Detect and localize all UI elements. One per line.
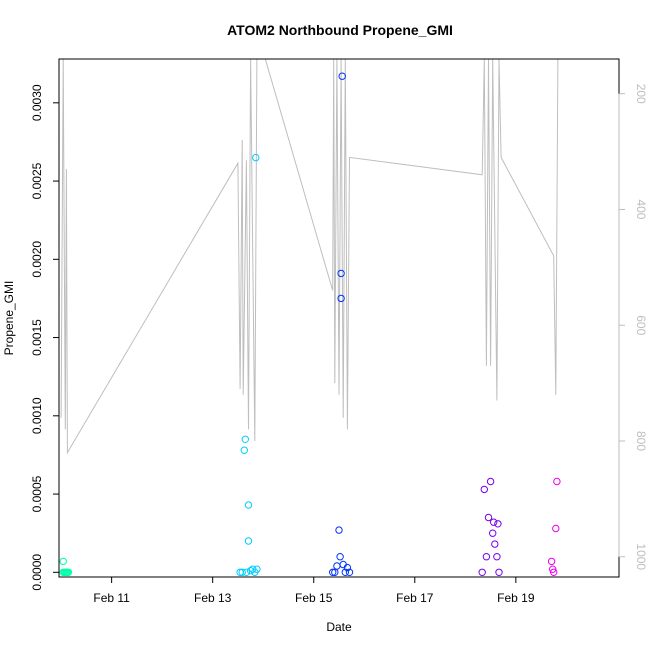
data-point [244,537,253,545]
data-point [550,568,558,576]
y2-tick-label: 1000 [634,543,648,570]
data-point [242,568,251,576]
data-point [240,446,249,454]
data-point [547,557,556,566]
y-tick-label: 0.0030 [30,84,44,121]
data-point [495,568,503,576]
data-point [553,477,561,486]
data-point [345,568,354,576]
x-axis: Feb 11 Feb 13 Feb 15 Feb 17 Feb 19 [93,576,535,605]
x-tick-label: Feb 11 [93,591,130,605]
y-axis: 0.0000 0.0005 0.0010 0.0015 0.0020 0.0025 0.00… [30,84,60,591]
data-point [244,501,253,509]
data-point [491,540,499,548]
data-point [336,553,344,561]
data-point [486,477,495,486]
y2-tick-label: 600 [634,315,648,335]
x-tick-label: Feb 17 [396,591,434,605]
data-point [337,269,345,278]
x-tick-label: Feb 15 [295,591,333,605]
data-point [341,568,349,576]
x-tick-label: Feb 13 [194,591,232,605]
data-point [246,567,255,575]
chart-title: ATOM2 Northbound Propene_GMI [227,22,453,38]
data-point [494,520,502,528]
data-point [241,435,250,443]
y-tick-label: 0.0005 [30,475,44,512]
data-point [489,529,497,537]
data-point [493,553,501,561]
data-point [253,565,261,573]
data-point [331,568,339,576]
data-point [549,565,557,573]
data-point [484,513,493,522]
data-point [64,568,73,576]
y-tick-label: 0.0015 [30,319,44,356]
data-point [337,294,345,303]
data-point [338,72,346,80]
data-point [478,568,486,576]
data-point [335,526,343,534]
y2-tick-label: 200 [634,84,648,104]
y2-axis: 200 400 600 800 1000 [618,84,648,570]
y2-tick-label: 800 [634,431,648,451]
data-point [343,563,352,572]
pressure-line [60,59,559,455]
data-point [333,562,341,570]
y-tick-label: 0.0020 [30,241,44,278]
data-point [329,568,337,576]
data-point [59,557,67,566]
data-point [490,518,498,526]
x-tick-label: Feb 19 [497,591,535,605]
y-tick-label: 0.0010 [30,397,44,434]
y-tick-label: 0.0025 [30,162,44,199]
x-axis-label: Date [326,620,352,634]
data-point [552,524,560,533]
y-tick-label: 0.0000 [30,554,44,591]
data-point [480,485,488,494]
y-axis-label: Propene_GMI [2,281,16,356]
data-point [238,568,246,576]
data-points-layer [59,72,561,576]
pressure-line-layer [60,59,559,455]
data-point [482,553,491,561]
data-point [252,153,260,162]
y2-tick-label: 400 [634,199,648,219]
